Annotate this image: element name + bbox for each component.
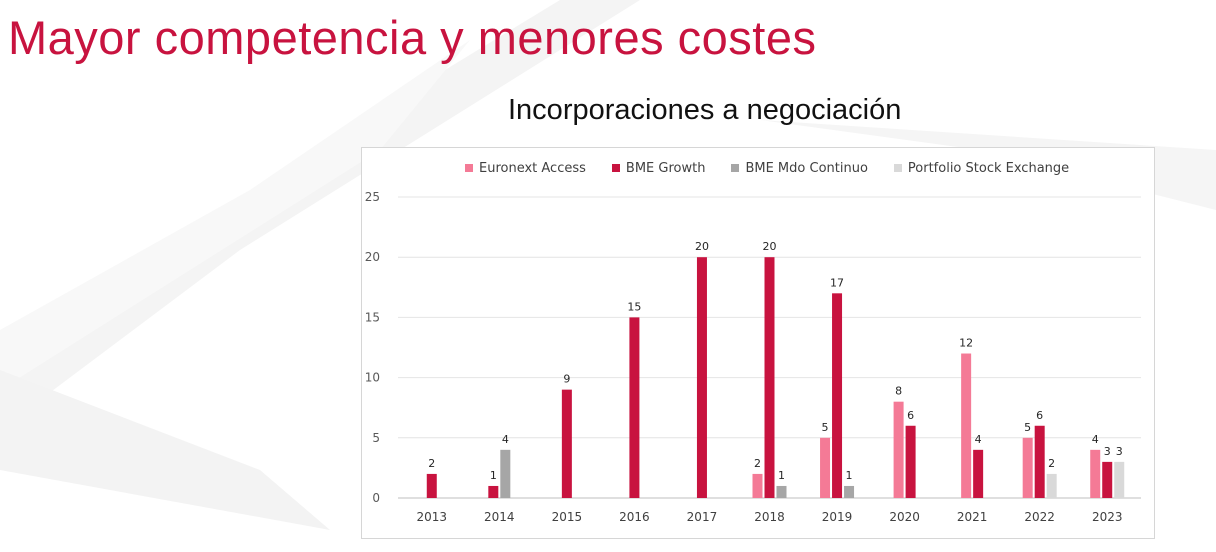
- bar: [961, 353, 972, 498]
- data-label: 1: [846, 469, 853, 482]
- bar: [752, 473, 763, 498]
- legend-label: Euronext Access: [479, 160, 586, 176]
- chart-title: Incorporaciones a negociación: [508, 94, 902, 126]
- legend-item-portfolio-stock-exchange[interactable]: Portfolio Stock Exchange: [893, 160, 1070, 176]
- x-tick-label: 2020: [889, 510, 920, 524]
- bar: [820, 437, 831, 498]
- x-tick-label: 2014: [484, 510, 515, 524]
- data-label: 4: [975, 433, 982, 446]
- bar: [1046, 473, 1057, 498]
- y-tick-label: 15: [365, 310, 380, 324]
- x-tick-label: 2023: [1092, 510, 1123, 524]
- bar: [696, 257, 707, 498]
- legend-item-euronext-access[interactable]: Euronext Access: [465, 161, 586, 176]
- data-label: 5: [1024, 421, 1031, 434]
- bar: [973, 449, 984, 498]
- bar: [832, 293, 843, 498]
- data-label: 2: [1048, 457, 1055, 470]
- x-tick-label: 2022: [1024, 510, 1055, 524]
- y-tick-label: 5: [372, 431, 380, 445]
- data-label: 4: [1092, 433, 1099, 446]
- bar: [500, 449, 511, 498]
- bar: [764, 257, 775, 498]
- bar: [488, 485, 499, 498]
- data-label: 3: [1104, 445, 1111, 458]
- data-label: 6: [907, 409, 914, 422]
- bar: [1114, 461, 1125, 498]
- legend-label: Portfolio Stock Exchange: [907, 160, 1070, 176]
- background-shape: [760, 120, 1216, 210]
- legend-swatch: [465, 164, 473, 172]
- page-title: Mayor competencia y menores costes: [8, 11, 817, 64]
- data-label: 5: [822, 421, 829, 434]
- data-label: 20: [695, 240, 709, 253]
- data-label: 15: [627, 300, 641, 313]
- data-label: 2: [754, 457, 761, 470]
- background-shape: [0, 40, 470, 390]
- data-label: 2: [428, 457, 435, 470]
- bar: [905, 425, 916, 498]
- x-tick-label: 2018: [754, 510, 785, 524]
- data-label: 8: [895, 385, 902, 398]
- data-label: 3: [1116, 445, 1123, 458]
- x-tick-label: 2013: [416, 510, 447, 524]
- y-tick-label: 20: [365, 250, 380, 264]
- x-tick-label: 2015: [552, 510, 583, 524]
- data-label: 6: [1036, 409, 1043, 422]
- chart-legend: Euronext Access BME Growth BME Mdo Conti…: [465, 159, 1069, 177]
- bar: [844, 485, 855, 498]
- legend-swatch: [611, 164, 620, 172]
- y-tick-label: 0: [372, 491, 380, 505]
- bar: [1022, 437, 1033, 498]
- y-tick-label: 25: [365, 190, 380, 204]
- data-label: 1: [490, 469, 497, 482]
- data-label: 4: [502, 433, 509, 446]
- bar: [561, 389, 572, 498]
- bar: [1034, 425, 1045, 498]
- x-tick-label: 2021: [957, 510, 988, 524]
- x-tick-label: 2017: [687, 510, 718, 524]
- legend-swatch: [893, 164, 902, 172]
- legend-item-bme-mdo-continuo[interactable]: BME Mdo Continuo: [731, 160, 868, 176]
- y-tick-label: 10: [365, 371, 380, 385]
- chart-area: [361, 147, 1155, 539]
- x-tick-label: 2016: [619, 510, 650, 524]
- data-label: 12: [959, 337, 973, 350]
- legend-swatch: [731, 164, 740, 172]
- legend-label: BME Mdo Continuo: [745, 160, 868, 176]
- legend-item-bme-growth[interactable]: BME Growth: [611, 160, 706, 176]
- bar: [1102, 461, 1113, 498]
- data-label: 20: [763, 240, 777, 253]
- legend-label: BME Growth: [625, 160, 706, 176]
- data-label: 1: [778, 469, 785, 482]
- bar: [629, 317, 640, 498]
- bar: [776, 485, 787, 498]
- bar: [1090, 449, 1101, 498]
- data-label: 9: [563, 373, 570, 386]
- bar: [893, 401, 904, 498]
- x-tick-label: 2019: [822, 510, 853, 524]
- background-shape: [0, 370, 330, 530]
- data-label: 17: [830, 276, 844, 289]
- bar: [426, 473, 437, 498]
